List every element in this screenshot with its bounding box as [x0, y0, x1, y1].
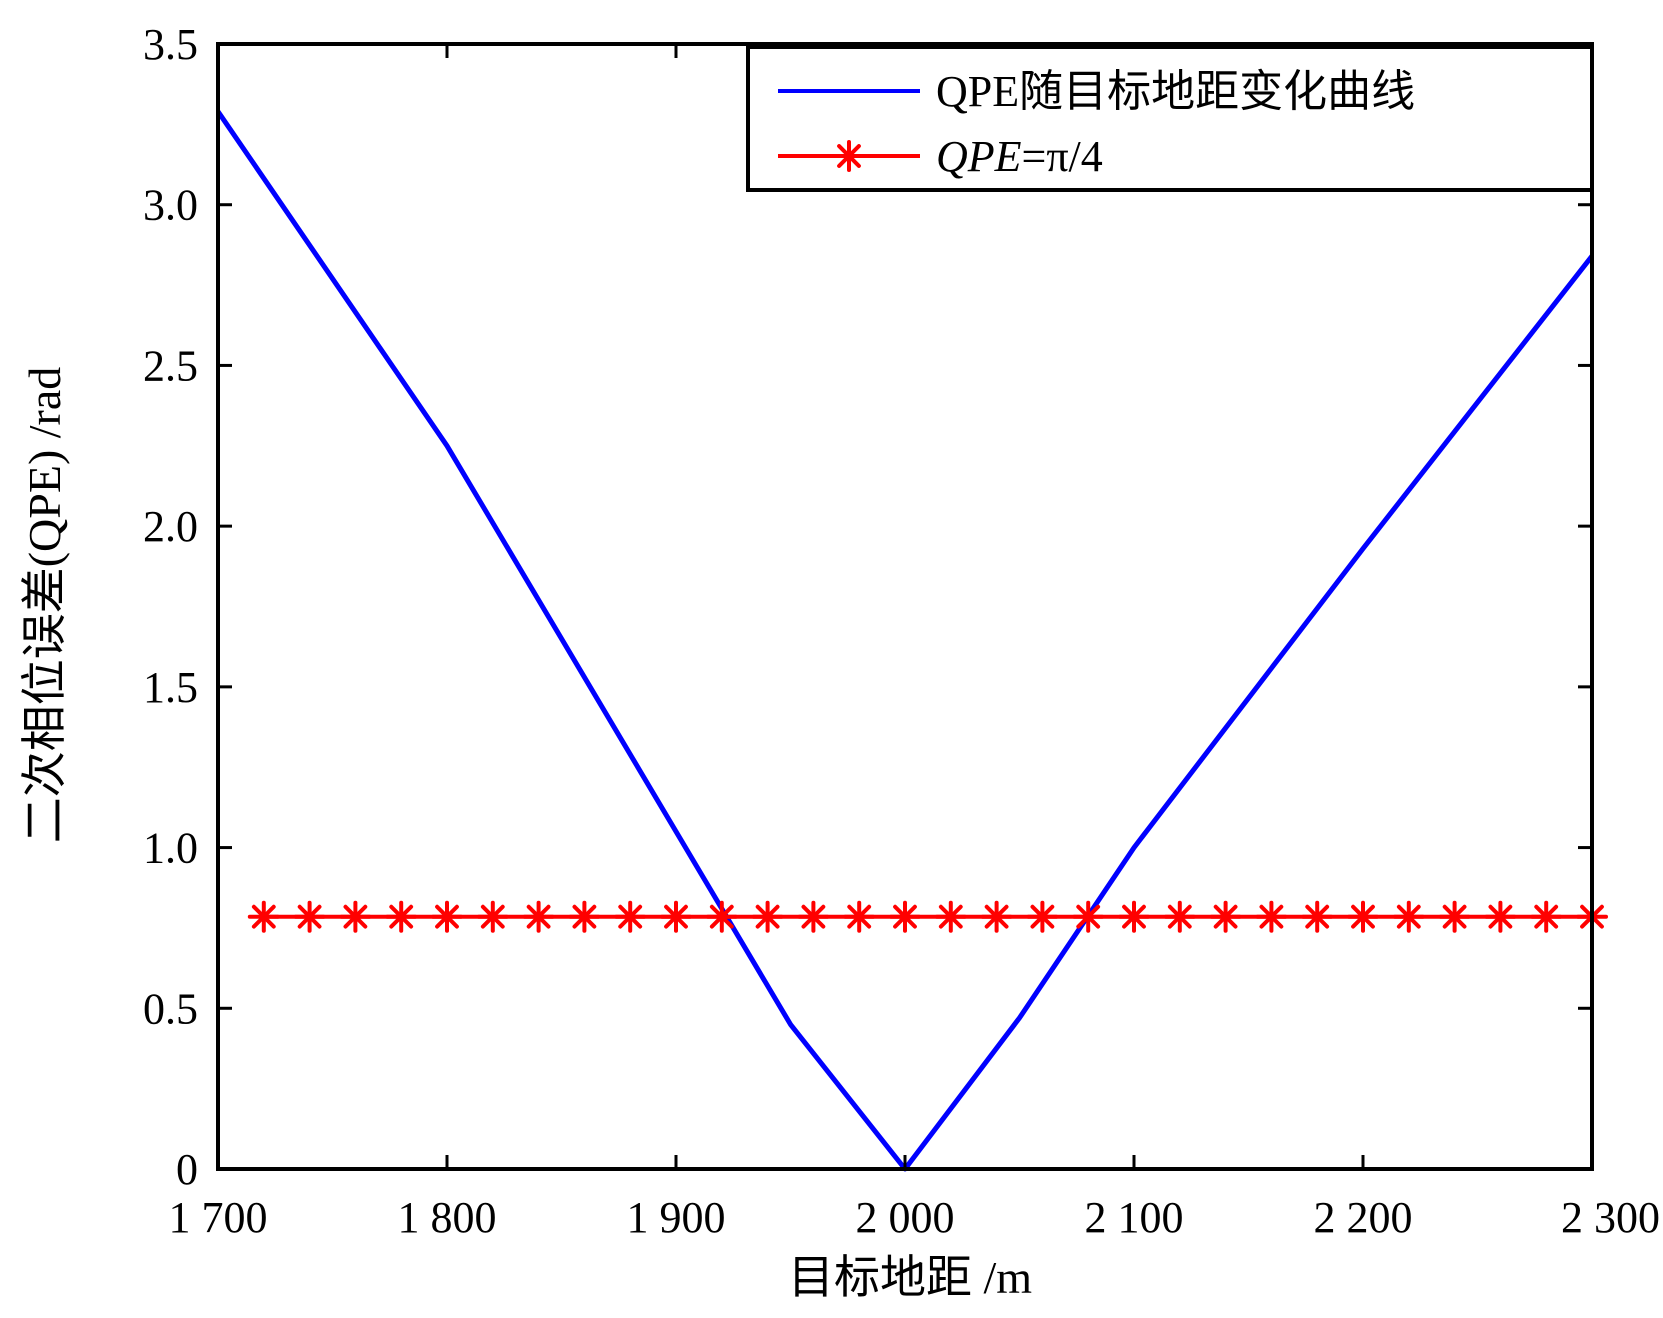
series-1-marker-24: [1347, 900, 1379, 933]
x-tick-label: 1 800: [398, 1193, 497, 1242]
series-1-marker-26: [1438, 900, 1471, 933]
series-1-marker-5: [476, 900, 509, 933]
series-1-marker-8-stroke-3: [618, 904, 643, 929]
legend-label-1-italic: QPE: [936, 132, 1022, 181]
series-1-marker-23: [1301, 900, 1334, 933]
legend-asterisk: [833, 140, 865, 172]
x-tick-label: 2 100: [1085, 1193, 1184, 1242]
series-1-marker-18-stroke-3: [1076, 904, 1101, 929]
series-1-marker-16-stroke-3: [984, 904, 1009, 929]
x-tick-label: 1 900: [627, 1193, 726, 1242]
series-1-marker-4: [431, 900, 463, 933]
series-1-marker-28: [1530, 900, 1563, 933]
series-1-marker-0: [247, 900, 280, 933]
legend-marker-asterisk: [833, 140, 865, 172]
y-tick-label: 1.0: [143, 824, 198, 873]
legend: QPE随目标地距变化曲线 QPE=π/4: [746, 45, 1594, 192]
series-1-marker-3-stroke-3: [389, 904, 414, 929]
legend-label-0: QPE随目标地距变化曲线: [936, 67, 1415, 116]
series-1-marker-19: [1118, 900, 1150, 933]
series-1-marker-4-stroke-3: [435, 904, 459, 929]
series-1-marker-6-stroke-3: [526, 904, 551, 929]
axes-layer: 1 700 1 800 1 900 2 000 2 100 2 200 2 300 0 0.5 1…: [143, 20, 1660, 1242]
series-1-marker-9-stroke-3: [664, 904, 688, 929]
y-tick-label: 2.0: [143, 502, 198, 551]
legend-label-1-rest: =π/4: [1022, 132, 1103, 181]
series-1-marker-0-stroke-3: [251, 904, 276, 929]
series-1-marker-1-stroke-3: [297, 904, 322, 929]
x-axis-title: 目标地距 /m: [788, 1252, 1032, 1303]
series-1-marker-9: [660, 900, 692, 933]
series-1-marker-27: [1484, 900, 1517, 933]
x-tick-label: 2 200: [1314, 1193, 1413, 1242]
series-1-marker-22: [1255, 900, 1288, 933]
series-1-marker-21: [1209, 900, 1242, 933]
series-1-marker-13-stroke-3: [847, 904, 872, 929]
series-1-marker-17-stroke-3: [1030, 904, 1055, 929]
y-tick-label: 3.0: [143, 181, 198, 230]
series-1-marker-2: [339, 900, 372, 933]
series-1-marker-12-stroke-3: [801, 904, 826, 929]
series-1-marker-6: [522, 900, 555, 933]
series-1-marker-12: [797, 900, 830, 933]
series-1-marker-2-stroke-3: [343, 904, 368, 929]
series-1-marker-7-stroke-3: [572, 904, 597, 929]
series-1-marker-23-stroke-3: [1305, 904, 1330, 929]
series-1-marker-25-stroke-3: [1396, 904, 1421, 929]
x-tick-label: 2 300: [1561, 1193, 1660, 1242]
series-1-marker-10-stroke-3: [709, 904, 734, 929]
series-1-marker-28-stroke-3: [1534, 904, 1559, 929]
y-tick-label: 0.5: [143, 984, 198, 1033]
series-1-marker-7: [568, 900, 601, 933]
series-1-marker-26-stroke-3: [1442, 904, 1467, 929]
legend-box: [746, 45, 1594, 192]
legend-asterisk-stroke-3: [837, 144, 861, 168]
series-1-marker-27-stroke-3: [1488, 904, 1513, 929]
series-1-marker-17: [1026, 900, 1059, 933]
series-1-marker-18: [1072, 900, 1105, 933]
x-tick-label: 1 700: [169, 1193, 268, 1242]
legend-label-1: QPE=π/4: [936, 132, 1103, 181]
series-1-marker-11: [751, 900, 784, 933]
series-1-marker-14-stroke-3: [893, 904, 917, 929]
y-tick-label: 0: [176, 1145, 198, 1194]
y-tick-label: 3.5: [143, 20, 198, 69]
plot-frame: [216, 42, 1594, 1171]
y-axis-title: 二次相位误差(QPE) /rad: [19, 367, 70, 844]
series-1-marker-5-stroke-3: [480, 904, 505, 929]
series-1-marker-22-stroke-3: [1259, 904, 1284, 929]
series-1-marker-3: [385, 900, 418, 933]
series-1-marker-10: [705, 900, 738, 933]
series-1-marker-21-stroke-3: [1213, 904, 1238, 929]
series-1-marker-13: [843, 900, 876, 933]
series-1-marker-20: [1163, 900, 1196, 933]
series-1-marker-1: [293, 900, 326, 933]
plot-layer: [215, 110, 1608, 1172]
series-1-marker-24-stroke-3: [1351, 904, 1375, 929]
x-tick-label: 2 000: [856, 1193, 955, 1242]
series-line-0: [215, 110, 1594, 1172]
series-1-marker-14: [889, 900, 921, 933]
series-1-marker-11-stroke-3: [755, 904, 780, 929]
series-1-marker-15: [934, 900, 967, 933]
series-1-marker-20-stroke-3: [1167, 904, 1192, 929]
y-tick-label: 2.5: [143, 341, 198, 390]
series-1-marker-25: [1392, 900, 1425, 933]
series-1-marker-8: [614, 900, 647, 933]
series-1-marker-15-stroke-3: [938, 904, 963, 929]
series-1-marker-16: [980, 900, 1013, 933]
series-1-marker-19-stroke-3: [1122, 904, 1146, 929]
y-tick-label: 1.5: [143, 663, 198, 712]
